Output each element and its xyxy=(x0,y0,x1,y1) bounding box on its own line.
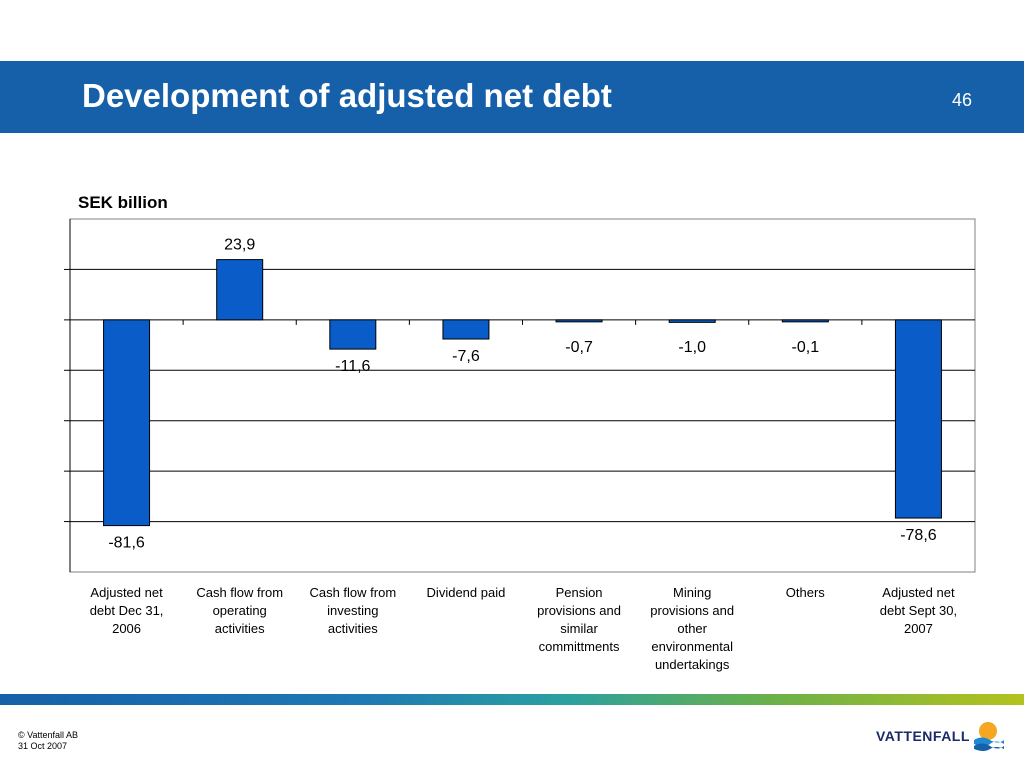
copyright-block: © Vattenfall AB 31 Oct 2007 xyxy=(18,730,78,752)
title-bar xyxy=(0,61,1024,133)
data-label: -0,7 xyxy=(565,339,593,356)
data-label: -7,6 xyxy=(452,348,480,365)
data-label: -78,6 xyxy=(900,527,937,544)
category-label: Cash flow from operating activities xyxy=(196,585,283,636)
bar xyxy=(781,319,829,323)
category-label: Others xyxy=(786,585,826,600)
bar xyxy=(555,319,603,323)
data-label: -0,1 xyxy=(792,339,820,356)
bar xyxy=(442,319,490,340)
category-label: Dividend paid xyxy=(427,585,506,600)
category-label: Adjusted net debt Dec 31, 2006 xyxy=(90,585,164,636)
bar xyxy=(668,319,716,323)
data-label: -1,0 xyxy=(678,339,706,356)
category-label: Cash flow from investing activities xyxy=(309,585,396,636)
logo-text: VATTENFALL xyxy=(876,728,970,744)
bar xyxy=(216,259,264,321)
copyright-text: © Vattenfall AB xyxy=(18,730,78,740)
bar-chart: -81,6 23,9 -11,6 -7,6 -0,7 -1,0 -0,1 -78,6 Adjus… xyxy=(64,218,976,672)
slide-title: Development of adjusted net debt xyxy=(82,77,612,114)
footer-date: 31 Oct 2007 xyxy=(18,741,68,751)
page-number: 46 xyxy=(951,90,972,110)
plot-area xyxy=(69,218,976,573)
footer-gradient-bar xyxy=(0,694,1024,705)
data-label: 23,9 xyxy=(224,237,255,254)
data-label: -11,6 xyxy=(335,358,370,375)
category-label: Adjusted net debt Sept 30, 2007 xyxy=(880,585,957,636)
data-label: -81,6 xyxy=(108,535,145,552)
bar xyxy=(329,319,377,350)
category-label: Pension provisions and similar committments xyxy=(537,585,621,654)
unit-label: SEK billion xyxy=(78,193,168,212)
bar xyxy=(894,319,942,519)
category-label: Mining provisions and other environmental un… xyxy=(650,585,734,672)
bar xyxy=(103,319,151,527)
sun-logo-icon xyxy=(974,722,1004,751)
